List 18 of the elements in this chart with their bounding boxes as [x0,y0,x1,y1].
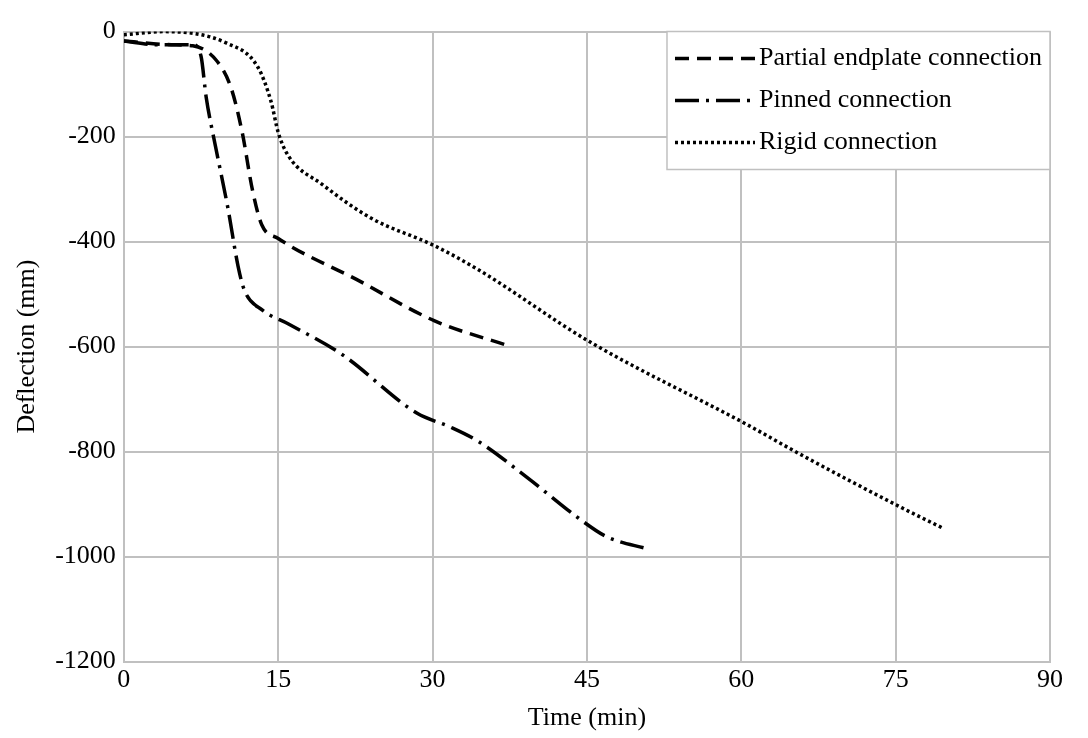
y-tick-label: -1200 [55,645,116,675]
legend-label: Rigid connection [759,126,938,156]
y-tick-label: -600 [68,330,116,360]
y-tick-label: 0 [102,15,116,45]
legend-label: Partial endplate connection [759,42,1043,72]
y-tick-label: -400 [68,225,116,255]
x-tick-label: 45 [573,664,600,694]
y-tick-label: -800 [68,435,116,465]
legend-label: Pinned connection [759,84,952,114]
y-tick-label: -200 [68,120,116,150]
y-axis-title: Deflection (mm) [11,259,41,434]
x-tick-label: 15 [265,664,292,694]
x-axis-title: Time (min) [527,702,647,732]
x-tick-label: 60 [728,664,755,694]
y-tick-label: -1000 [55,540,116,570]
x-tick-label: 90 [1037,664,1063,694]
x-tick-label: 30 [419,664,446,694]
x-tick-label: 75 [882,664,909,694]
